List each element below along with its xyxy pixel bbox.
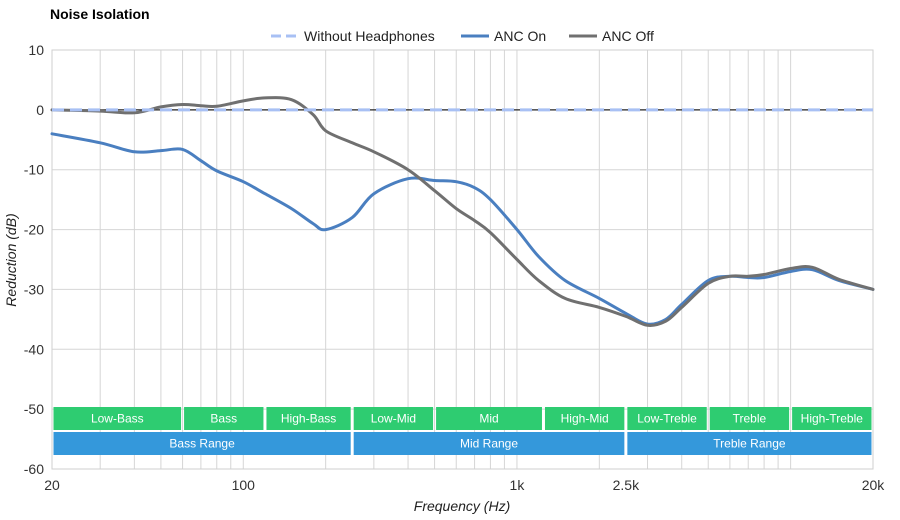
y-tick-label: -40 bbox=[24, 341, 44, 357]
band-treble bbox=[709, 407, 790, 430]
x-axis-title: Frequency (Hz) bbox=[414, 498, 510, 514]
y-tick-label: -20 bbox=[24, 222, 44, 238]
band-mid-range bbox=[353, 432, 625, 455]
y-tick-label: -60 bbox=[24, 461, 44, 477]
legend: Without Headphones ANC On ANC Off bbox=[271, 28, 654, 44]
band-low-bass bbox=[53, 407, 182, 430]
band-label: Low-Mid bbox=[371, 412, 416, 426]
frequency-bands: Low-Bass Bass High-Bass Low-Mid Mid High-Mid L… bbox=[53, 407, 872, 455]
band-high-treble bbox=[792, 407, 872, 430]
series-line-anc-on bbox=[50, 132, 875, 326]
plot-frame bbox=[51, 49, 874, 470]
y-tick-label: -50 bbox=[24, 401, 44, 417]
legend-label: ANC Off bbox=[602, 28, 654, 44]
x-tick-label: 2.5k bbox=[613, 477, 640, 493]
band-mid bbox=[436, 407, 542, 430]
band-label: Bass Range bbox=[169, 437, 235, 451]
x-axis-ticks: 20 100 1k 2.5k 20k bbox=[44, 477, 885, 493]
series-line-anc-off bbox=[50, 96, 875, 327]
band-label: Treble bbox=[733, 412, 767, 426]
legend-label: ANC On bbox=[494, 28, 546, 44]
band-label: Low-Bass bbox=[91, 412, 144, 426]
y-tick-label: 10 bbox=[28, 42, 44, 58]
band-label: Mid bbox=[479, 412, 498, 426]
y-tick-label: -30 bbox=[24, 281, 44, 297]
x-tick-label: 100 bbox=[232, 477, 256, 493]
band-label: High-Mid bbox=[561, 412, 609, 426]
band-low-treble bbox=[627, 407, 707, 430]
grid bbox=[51, 49, 874, 470]
y-axis-ticks: 10 0 -10 -20 -30 -40 -50 -60 bbox=[24, 42, 44, 477]
chart-title: Noise Isolation bbox=[50, 6, 150, 22]
band-low-mid bbox=[353, 407, 434, 430]
y-tick-label: -10 bbox=[24, 162, 44, 178]
y-axis-title: Reduction (dB) bbox=[3, 213, 19, 306]
band-label: Bass bbox=[210, 412, 237, 426]
band-label: High-Treble bbox=[801, 412, 864, 426]
x-tick-label: 1k bbox=[510, 477, 526, 493]
x-tick-label: 20 bbox=[44, 477, 60, 493]
series-lines bbox=[50, 96, 875, 327]
band-treble-range bbox=[627, 432, 872, 455]
x-tick-label: 20k bbox=[862, 477, 886, 493]
band-bass bbox=[184, 407, 264, 430]
band-label: Treble Range bbox=[713, 437, 786, 451]
band-label: High-Bass bbox=[281, 412, 336, 426]
band-label: Mid Range bbox=[460, 437, 518, 451]
legend-label: Without Headphones bbox=[304, 28, 435, 44]
band-label: Low-Treble bbox=[637, 412, 697, 426]
band-high-bass bbox=[266, 407, 351, 430]
band-bass-range bbox=[53, 432, 351, 455]
y-tick-label: 0 bbox=[36, 102, 44, 118]
band-high-mid bbox=[544, 407, 625, 430]
